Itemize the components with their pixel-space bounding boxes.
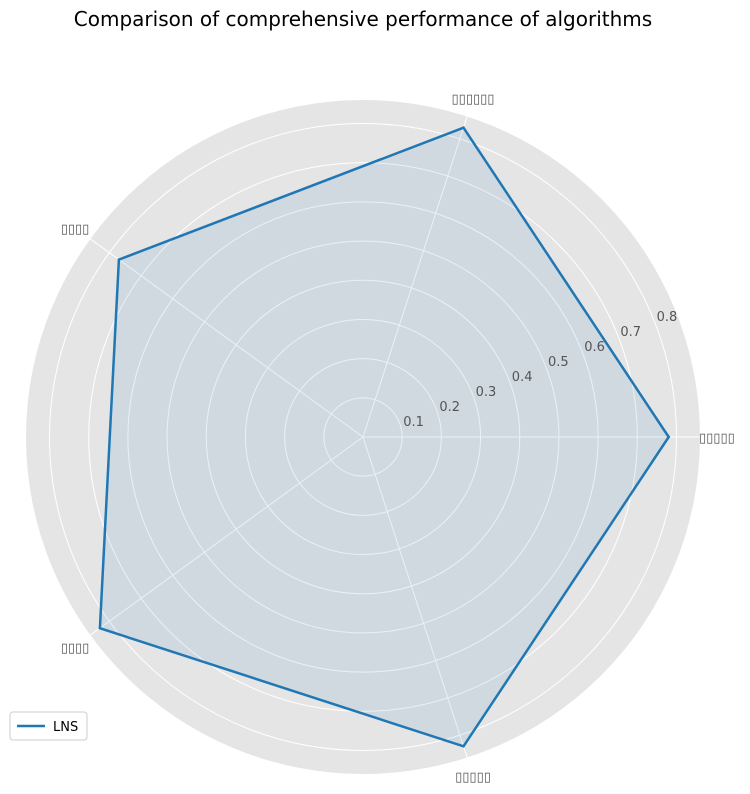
axis-label-2: ▯▯▯▯ (61, 222, 90, 237)
radial-tick-label-0: 0.1 (403, 415, 424, 430)
series-point-0-0 (667, 435, 670, 439)
series-line-0 (98, 126, 671, 748)
radial-tick-label-6: 0.7 (620, 325, 641, 340)
grid-spoke-3 (90, 436, 364, 636)
radial-tick-label-1: 0.2 (439, 400, 460, 415)
series-point-0-3 (98, 627, 102, 630)
legend-box (9, 711, 88, 741)
axis-label-3: ▯▯▯▯ (61, 641, 90, 656)
grid-spoke-4 (362, 436, 468, 758)
grid-spoke-2 (90, 238, 364, 438)
radial-tick-label-4: 0.5 (548, 355, 569, 370)
chart-title: Comparison of comprehensive performance … (74, 7, 652, 31)
grid-spoke-1 (362, 116, 468, 438)
series-point-0-2 (117, 258, 121, 261)
radial-tick-labels: 0.1 0.2 0.3 0.4 0.5 0.6 0.7 0.8 (403, 310, 677, 430)
radial-tick-label-3: 0.4 (512, 370, 533, 385)
radial-tick-label-5: 0.6 (584, 340, 605, 355)
series-layer (98, 126, 671, 748)
axis-label-0: ▯▯▯▯▯ (699, 431, 735, 446)
axis-label-1: ▯▯▯▯▯▯ (452, 92, 495, 107)
series-fill-0 (99, 127, 669, 747)
axis-label-4: ▯▯▯▯▯ (455, 770, 491, 785)
legend-label-lns: LNS (53, 720, 78, 735)
series-point-0-4 (462, 745, 465, 748)
radial-grid (49, 116, 700, 758)
radial-tick-label-2: 0.3 (476, 385, 497, 400)
series-point-0-1 (462, 126, 465, 129)
legend: LNS (9, 711, 88, 741)
radial-tick-label-7: 0.8 (657, 310, 678, 325)
